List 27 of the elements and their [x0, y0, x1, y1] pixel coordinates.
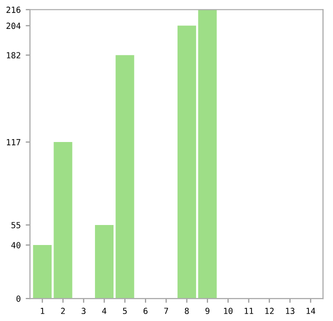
x-tick-label: 7 [164, 308, 168, 314]
bar [178, 26, 196, 299]
y-tick-label: 55 [11, 222, 20, 228]
x-tick-label: 12 [265, 308, 274, 314]
y-tick-label: 204 [6, 22, 21, 29]
y-tick-label: 182 [6, 52, 20, 58]
x-tick-label: 11 [244, 308, 254, 314]
y-tick-label: 117 [6, 139, 20, 146]
x-tick-label: 2 [61, 308, 65, 314]
x-tick-label: 13 [286, 308, 294, 314]
x-tick-label: 9 [205, 308, 210, 314]
bar [33, 245, 52, 299]
x-tick-label: 10 [224, 308, 233, 314]
y-tick-label: 40 [11, 242, 20, 248]
y-tick-label: 0 [16, 296, 20, 302]
bar [54, 142, 72, 299]
x-tick-label: 4 [102, 308, 106, 314]
x-tick-label: 6 [144, 308, 148, 314]
x-tick-label: 8 [184, 308, 189, 314]
x-tick-label: 14 [306, 308, 316, 314]
bar [116, 55, 134, 299]
y-tick-label: 216 [6, 6, 20, 13]
bar [198, 10, 217, 299]
x-tick-label: 5 [122, 308, 127, 314]
x-tick-label: 1 [40, 308, 44, 314]
x-tick-label: 3 [82, 308, 86, 314]
bar [94, 224, 114, 299]
